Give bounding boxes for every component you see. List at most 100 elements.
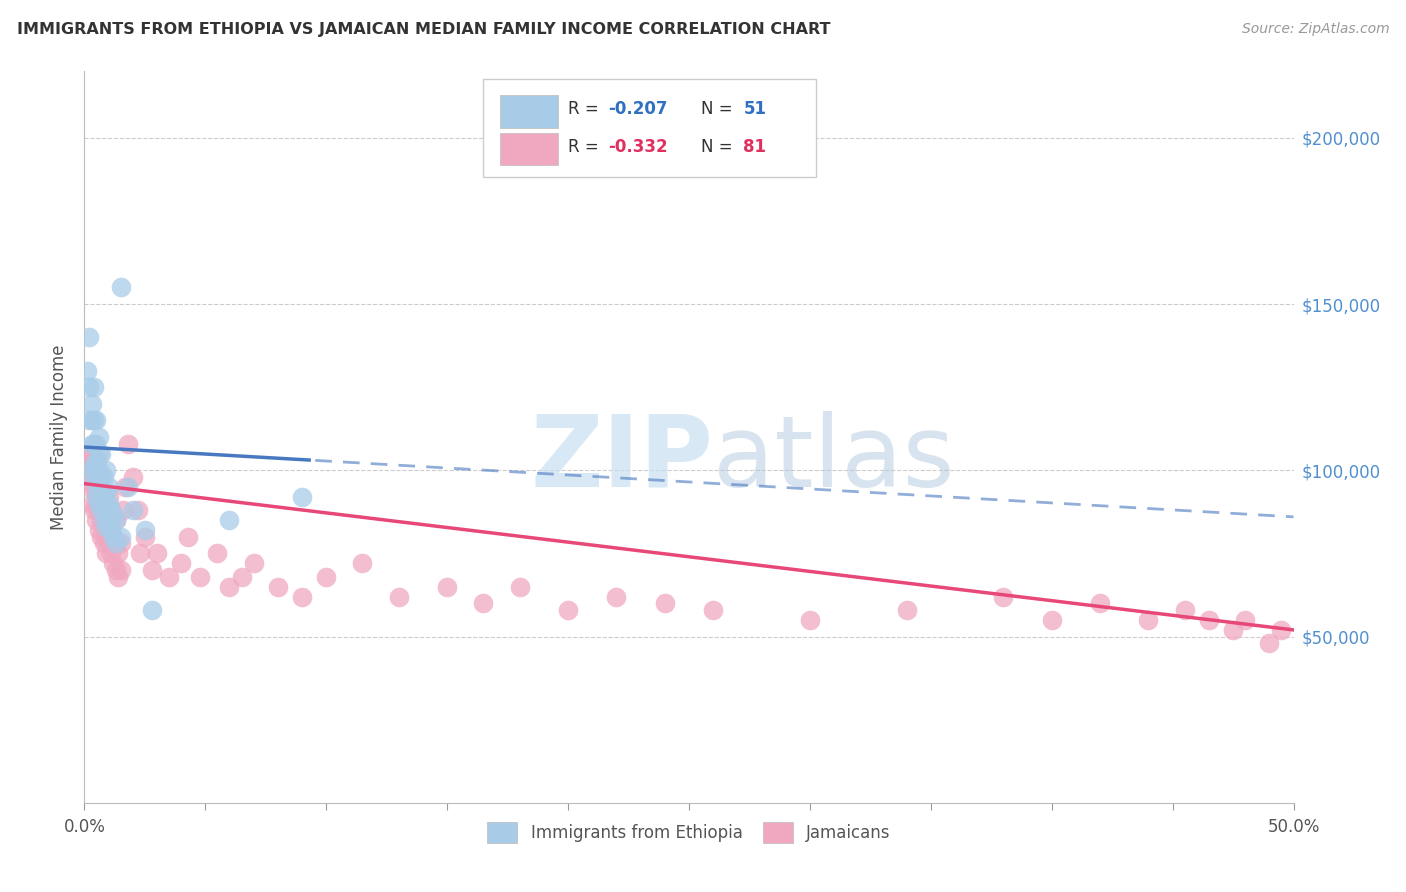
Point	[1234, 613, 1257, 627]
FancyBboxPatch shape	[484, 78, 815, 178]
Text: N =: N =	[702, 137, 738, 156]
Point	[129, 546, 152, 560]
Point	[87, 480, 110, 494]
Point	[110, 530, 132, 544]
Point	[799, 613, 821, 627]
Point	[141, 603, 163, 617]
Point	[104, 536, 127, 550]
Point	[77, 380, 100, 394]
Point	[100, 523, 122, 537]
Point	[110, 563, 132, 577]
Point	[702, 603, 724, 617]
Point	[94, 530, 117, 544]
Point	[86, 453, 108, 467]
Point	[352, 557, 374, 571]
Point	[472, 596, 495, 610]
Point	[87, 523, 110, 537]
Text: -0.332: -0.332	[607, 137, 668, 156]
Text: Source: ZipAtlas.com: Source: ZipAtlas.com	[1241, 22, 1389, 37]
Point	[117, 480, 139, 494]
Point	[87, 503, 110, 517]
Point	[97, 536, 120, 550]
Point	[104, 513, 127, 527]
Point	[121, 470, 143, 484]
Point	[93, 520, 115, 534]
Y-axis label: Median Family Income: Median Family Income	[51, 344, 69, 530]
Point	[112, 503, 135, 517]
Point	[127, 503, 149, 517]
Point	[90, 486, 112, 500]
Point	[86, 473, 108, 487]
Point	[103, 557, 125, 571]
Point	[90, 447, 112, 461]
Point	[83, 480, 105, 494]
Point	[80, 463, 103, 477]
Text: R =: R =	[568, 101, 605, 119]
Point	[104, 536, 127, 550]
Point	[605, 590, 627, 604]
Point	[557, 603, 579, 617]
Point	[388, 590, 411, 604]
Point	[218, 580, 240, 594]
Point	[103, 530, 125, 544]
Point	[77, 330, 100, 344]
Point	[218, 513, 240, 527]
Point	[141, 563, 163, 577]
Point	[77, 413, 100, 427]
Point	[100, 523, 122, 537]
Point	[103, 507, 125, 521]
Text: 81: 81	[744, 137, 766, 156]
Point	[267, 580, 290, 594]
Point	[90, 470, 112, 484]
Point	[114, 480, 136, 494]
Point	[77, 480, 100, 494]
Point	[170, 557, 193, 571]
Point	[94, 503, 117, 517]
Point	[242, 557, 264, 571]
Point	[86, 513, 108, 527]
Point	[97, 520, 120, 534]
Point	[97, 480, 120, 494]
Point	[315, 570, 337, 584]
Point	[94, 546, 117, 560]
Point	[80, 470, 103, 484]
Point	[1222, 623, 1244, 637]
Point	[1174, 603, 1197, 617]
Point	[177, 530, 200, 544]
Point	[87, 463, 110, 477]
Point	[90, 513, 112, 527]
Text: N =: N =	[702, 101, 738, 119]
Point	[97, 497, 120, 511]
Point	[93, 536, 115, 550]
Point	[86, 490, 108, 504]
Point	[93, 513, 115, 527]
Point	[86, 497, 108, 511]
Point	[107, 570, 129, 584]
Point	[93, 497, 115, 511]
Point	[93, 470, 115, 484]
Point	[291, 490, 314, 504]
Legend: Immigrants from Ethiopia, Jamaicans: Immigrants from Ethiopia, Jamaicans	[481, 815, 897, 849]
Point	[100, 546, 122, 560]
Point	[1270, 623, 1292, 637]
Point	[90, 530, 112, 544]
Point	[80, 397, 103, 411]
Point	[86, 476, 108, 491]
Point	[1040, 613, 1063, 627]
Point	[86, 457, 108, 471]
Point	[80, 413, 103, 427]
Point	[654, 596, 676, 610]
Point	[94, 520, 117, 534]
Point	[80, 497, 103, 511]
Point	[190, 570, 212, 584]
Point	[94, 486, 117, 500]
Point	[1088, 596, 1111, 610]
Point	[436, 580, 458, 594]
Point	[104, 513, 127, 527]
Point	[134, 523, 156, 537]
Point	[993, 590, 1015, 604]
Point	[86, 436, 108, 450]
Point	[83, 457, 105, 471]
Text: R =: R =	[568, 137, 605, 156]
Point	[1258, 636, 1281, 650]
